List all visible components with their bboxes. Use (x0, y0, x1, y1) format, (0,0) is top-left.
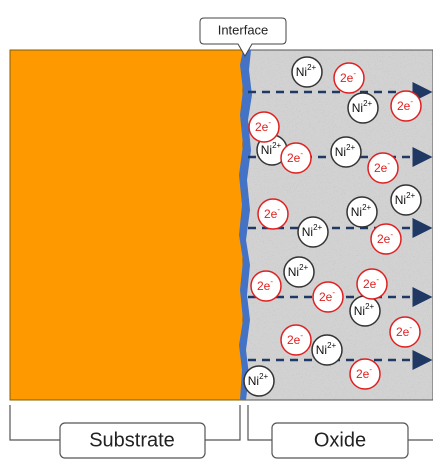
ion-charge: 2+ (259, 372, 268, 381)
electron-charge: - (332, 288, 335, 297)
ion-symbol: Ni (296, 65, 307, 79)
electron-symbol: 2e (363, 277, 377, 291)
electron-charge: - (300, 149, 303, 158)
ion-symbol: Ni (261, 143, 272, 157)
substrate-label: Substrate (89, 429, 175, 451)
electron-charge: - (409, 323, 412, 332)
electron-charge: - (353, 69, 356, 78)
oxide-label: Oxide (314, 429, 366, 451)
callout-label: Interface (218, 22, 269, 37)
ion-symbol: Ni (351, 205, 362, 219)
electron-symbol: 2e (356, 367, 370, 381)
ion-symbol: Ni (288, 265, 299, 279)
electron-symbol: 2e (255, 120, 269, 134)
ion-symbol: Ni (352, 101, 363, 115)
ion-charge: 2+ (327, 341, 336, 350)
electron-charge: - (277, 205, 280, 214)
electron-symbol: 2e (340, 71, 354, 85)
electron-charge: - (410, 97, 413, 106)
electron-charge: - (369, 365, 372, 374)
electron-symbol: 2e (264, 207, 278, 221)
ion-symbol: Ni (335, 145, 346, 159)
ion-charge: 2+ (307, 63, 316, 72)
ion-charge: 2+ (272, 141, 281, 150)
ion-charge: 2+ (346, 143, 355, 152)
electron-symbol: 2e (396, 325, 410, 339)
electron-symbol: 2e (287, 333, 301, 347)
electron-charge: - (268, 118, 271, 127)
ion-charge: 2+ (299, 263, 308, 272)
electron-charge: - (300, 331, 303, 340)
electron-charge: - (390, 230, 393, 239)
ion-charge: 2+ (365, 302, 374, 311)
electron-charge: - (387, 159, 390, 168)
electron-symbol: 2e (287, 151, 301, 165)
ion-charge: 2+ (406, 191, 415, 200)
substrate-region (10, 50, 243, 400)
ion-charge: 2+ (362, 203, 371, 212)
ion-symbol: Ni (395, 193, 406, 207)
ion-charge: 2+ (363, 99, 372, 108)
electron-charge: - (270, 277, 273, 286)
electron-symbol: 2e (397, 99, 411, 113)
electron-symbol: 2e (377, 232, 391, 246)
diagram: Ni2+Ni2+Ni2+Ni2+Ni2+Ni2+Ni2+Ni2+Ni2+Ni2+… (0, 0, 433, 462)
ion-symbol: Ni (248, 374, 259, 388)
ion-symbol: Ni (316, 343, 327, 357)
electron-symbol: 2e (374, 161, 388, 175)
electron-symbol: 2e (319, 290, 333, 304)
electron-charge: - (376, 275, 379, 284)
electron-symbol: 2e (257, 279, 271, 293)
ion-symbol: Ni (354, 304, 365, 318)
ion-symbol: Ni (302, 225, 313, 239)
ion-charge: 2+ (313, 223, 322, 232)
